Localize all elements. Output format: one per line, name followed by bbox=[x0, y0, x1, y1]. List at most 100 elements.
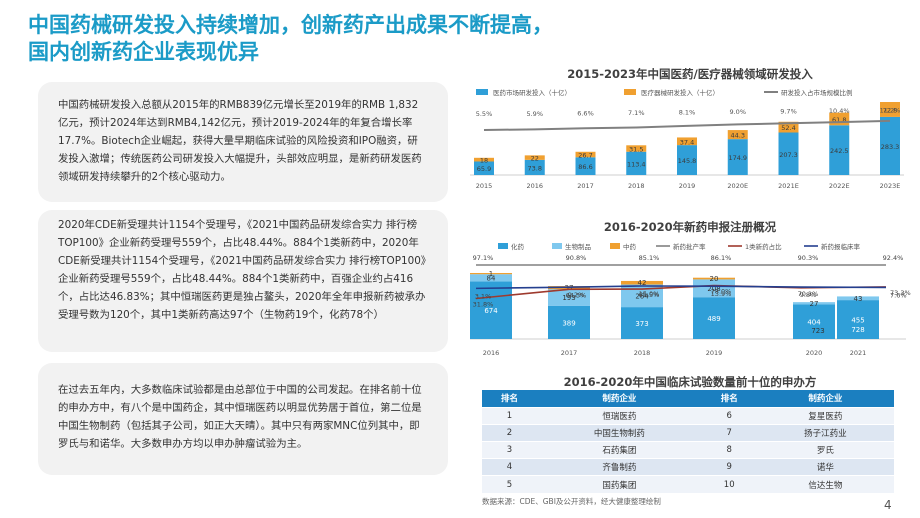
data-label-device: 22 bbox=[531, 155, 539, 163]
legend-swatch bbox=[476, 89, 488, 95]
x-tick-label: 2016 bbox=[483, 349, 500, 357]
table-cell: 10 bbox=[701, 475, 757, 493]
bar-pharma bbox=[626, 151, 647, 175]
x-tick-label: 2019 bbox=[706, 349, 723, 357]
table-cell: 信达生物 bbox=[756, 475, 894, 493]
bar-device bbox=[524, 155, 545, 160]
bar-segment-tcm bbox=[693, 277, 735, 280]
bar-device bbox=[474, 157, 494, 162]
data-label: 1 bbox=[489, 270, 493, 278]
x-tick-label: 2018 bbox=[628, 182, 645, 190]
rate-label: 85.1% bbox=[639, 254, 660, 262]
legend-swatch bbox=[610, 243, 620, 249]
page-title-line-2: 国内创新药企业表现优异 bbox=[28, 40, 259, 64]
legend-label: 研发投入占市场规模比例 bbox=[781, 88, 853, 97]
legend-label: 生物制品 bbox=[565, 242, 591, 251]
page-title-line-1: 中国药械研发投入持续增加，创新药产出成果不断提高， bbox=[28, 13, 553, 37]
rate-label: 3.1% bbox=[475, 292, 492, 300]
data-label: 20 bbox=[710, 275, 719, 283]
table-cell: 7 bbox=[701, 423, 757, 442]
data-label-pharma: 242.5 bbox=[830, 147, 849, 155]
bar-pharma bbox=[778, 132, 799, 175]
bar-segment-chemical bbox=[793, 304, 835, 339]
x-tick-label: 2016 bbox=[526, 182, 543, 190]
rate-label: 90.3% bbox=[798, 254, 819, 262]
rate-label: 7.6% bbox=[890, 291, 907, 299]
ratio-label: 9.0% bbox=[729, 108, 746, 116]
ratio-label: 9.7% bbox=[780, 107, 797, 115]
data-label: 373 bbox=[635, 320, 648, 328]
table-header-cell: 制药企业 bbox=[536, 390, 702, 407]
bar-segment-chemical bbox=[621, 307, 663, 339]
legend-label: 医疗器械研发投入（十亿） bbox=[641, 88, 719, 97]
bar-device bbox=[778, 121, 799, 133]
table-cell: 齐鲁制药 bbox=[536, 458, 702, 476]
data-label: 43 bbox=[854, 295, 863, 303]
bar-segment-chemical bbox=[548, 305, 590, 339]
data-label-device: 61.8 bbox=[832, 116, 846, 124]
summary-box-rd-investment: 中国药械研发投入总额从2015年的RMB839亿元增长至2019年的RMB 1,… bbox=[38, 82, 448, 202]
data-label: 37 bbox=[565, 284, 574, 292]
bar-device bbox=[626, 145, 647, 152]
table-cell: 复星医药 bbox=[756, 406, 894, 425]
sponsor-ranking-table: 排名 制药企业 排名 制药企业 1 恒瑞医药 6 复星医药 2 中国生物制药 7… bbox=[482, 390, 894, 493]
data-source-note: 数据来源：CDE、GBI及公开资料，经大健康整理绘制 bbox=[482, 497, 661, 506]
ratio-label: 10.4% bbox=[829, 107, 850, 115]
legend-label: 新药批产率 bbox=[673, 242, 706, 251]
x-tick-label: 2017 bbox=[561, 349, 578, 357]
summary-text-clinical-trials: 在过去五年内，大多数临床试验都是由总部位于中国的公司发起。在排名前十位的申办方中… bbox=[58, 384, 422, 450]
x-tick-label: 2020 bbox=[806, 349, 823, 357]
table-cell: 恒瑞医药 bbox=[536, 406, 702, 425]
table-cell: 扬子江药业 bbox=[756, 423, 894, 442]
x-tick-label: 2018 bbox=[634, 349, 651, 357]
data-label: 208 bbox=[707, 285, 720, 293]
new-drug-chart-title: 2016-2020年新药申报注册概况 bbox=[603, 220, 777, 234]
table-row: 1 恒瑞医药 6 复星医药 bbox=[482, 406, 894, 425]
ratio-label: 8.1% bbox=[679, 108, 696, 116]
ratio-label: 7.1% bbox=[628, 109, 645, 117]
rate-label: 9.8% bbox=[800, 291, 817, 299]
legend-label: 化药 bbox=[511, 242, 525, 251]
bar-segment-biologic bbox=[837, 296, 879, 301]
data-label-pharma: 174.9 bbox=[728, 154, 747, 162]
ratio-label: 5.9% bbox=[526, 110, 543, 118]
table-row: 4 齐鲁制药 9 诺华 bbox=[482, 458, 894, 476]
data-label: 489 bbox=[707, 315, 720, 323]
legend-label: 新药报临床率 bbox=[821, 242, 861, 251]
bar-pharma bbox=[474, 161, 494, 175]
data-label: 389 bbox=[562, 319, 575, 327]
data-label-device: 37.4 bbox=[680, 138, 694, 146]
bar-segment-tcm bbox=[470, 272, 512, 275]
ratio-label: 5.5% bbox=[476, 110, 493, 118]
rate-label: 9.2% bbox=[568, 291, 585, 299]
rate-label: 13.9% bbox=[711, 290, 732, 298]
data-label: 84 bbox=[487, 274, 496, 282]
table-cell: 6 bbox=[701, 406, 757, 425]
data-label-device: 44.3 bbox=[731, 132, 745, 140]
table-header-cell: 排名 bbox=[701, 390, 757, 407]
bar-segment-biologic bbox=[470, 274, 512, 282]
data-label: 193 bbox=[562, 294, 575, 302]
x-tick-label: 2017 bbox=[577, 182, 594, 190]
x-tick-label: 2021 bbox=[850, 349, 867, 357]
table-cell: 9 bbox=[701, 458, 757, 476]
rate-label: 31.8% bbox=[473, 300, 494, 308]
table-header-row: 排名 制药企业 排名 制药企业 bbox=[482, 390, 894, 407]
rd-investment-chart-title: 2015-2023年中国医药/医疗器械领域研发投入 bbox=[567, 67, 813, 81]
data-label: 42 bbox=[638, 279, 647, 287]
data-label-device: 72.8 bbox=[883, 106, 897, 114]
bar-pharma bbox=[880, 116, 900, 175]
data-label-device: 18 bbox=[480, 157, 488, 165]
bar-device bbox=[880, 101, 900, 117]
x-tick-label: 2020E bbox=[727, 182, 748, 190]
bar-segment-biologic bbox=[621, 284, 663, 308]
page-number: 4 bbox=[884, 498, 892, 512]
bar-segment-biologic bbox=[693, 279, 735, 298]
summary-box-cde-filings: 2020年CDE新受理共计1154个受理号，《2021中国药品研发综合实力 排行… bbox=[38, 210, 448, 352]
bar-device bbox=[727, 130, 748, 140]
summary-box-clinical-trials: 在过去五年内，大多数临床试验都是由总部位于中国的公司发起。在排名前十位的申办方中… bbox=[38, 363, 448, 475]
rate-label: 86.1% bbox=[711, 254, 732, 262]
data-label-device: 31.5 bbox=[629, 146, 643, 154]
table-cell: 国药集团 bbox=[536, 475, 702, 493]
rate-label: 70.1% bbox=[798, 290, 819, 298]
